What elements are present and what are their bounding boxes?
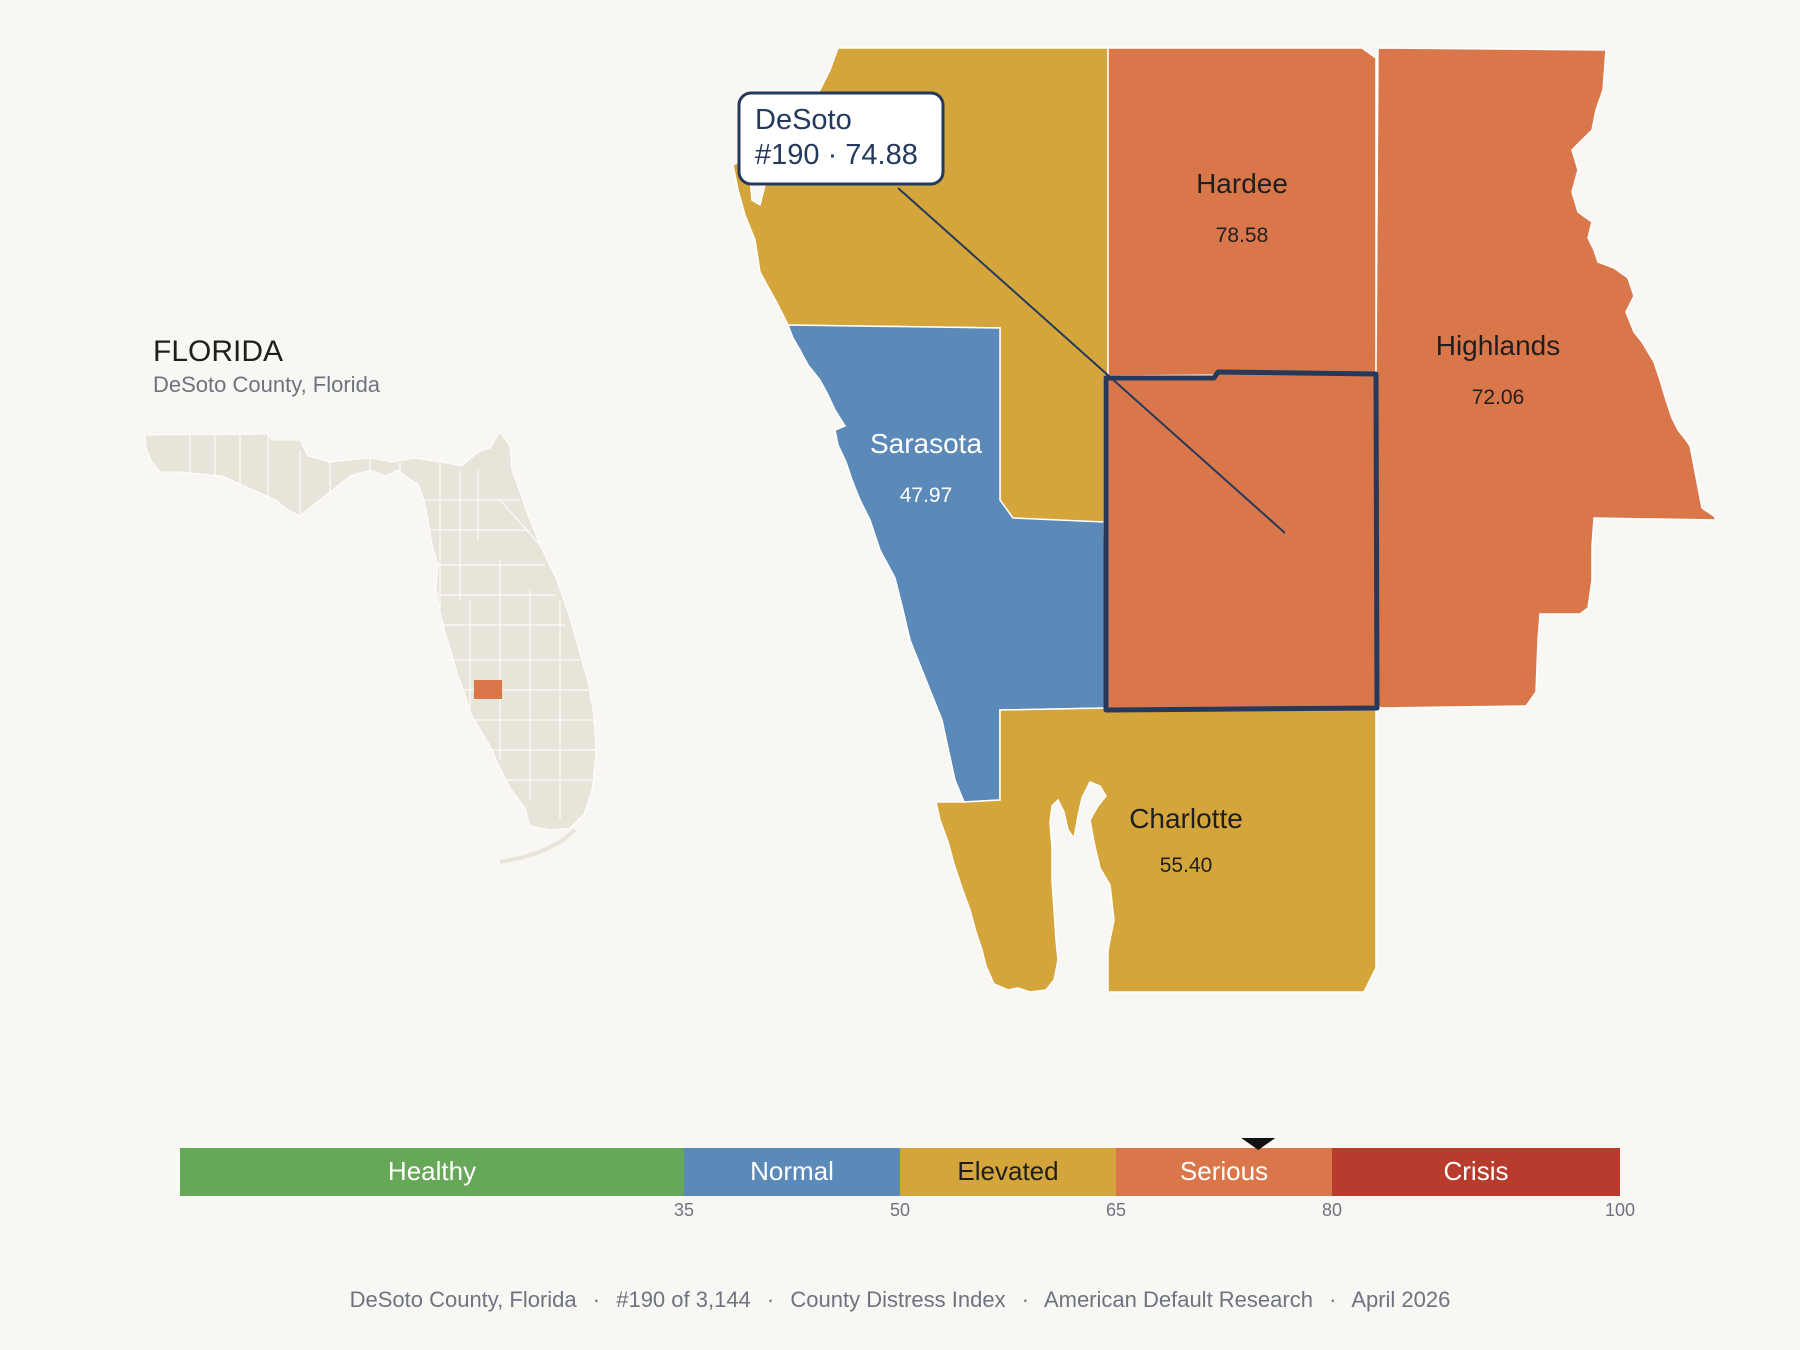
county-charlotte (935, 707, 1377, 993)
legend-tick: 35 (674, 1200, 694, 1220)
footer-org: American Default Research (1044, 1287, 1313, 1312)
county-hardee (1107, 47, 1377, 377)
distress-scale-legend: Healthy Normal Elevated Serious Crisis 35 50 65… (180, 1138, 1635, 1220)
label-hardee-name: Hardee (1196, 168, 1288, 199)
desoto-callout: DeSoto #190 · 74.88 (737, 91, 1286, 534)
legend-band-label-elevated: Elevated (957, 1156, 1058, 1186)
label-highlands-name: Highlands (1436, 330, 1561, 361)
legend-band-crisis (1332, 1148, 1620, 1196)
florida-outline (144, 431, 597, 831)
state-title: FLORIDA (153, 335, 283, 368)
legend-band-label-normal: Normal (750, 1156, 834, 1186)
legend-tick: 65 (1106, 1200, 1126, 1220)
legend-band-label-healthy: Healthy (388, 1156, 476, 1186)
label-sarasota-name: Sarasota (870, 428, 982, 459)
florida-keys (499, 828, 577, 864)
footer-sep-2: · (767, 1287, 774, 1312)
inset-subtitle: DeSoto County, Florida (153, 372, 381, 397)
footer-date: April 2026 (1351, 1287, 1450, 1312)
county-desoto (1103, 369, 1380, 713)
county-labels: Hardee 78.58 Highlands 72.06 Sarasota 47… (870, 168, 1560, 877)
regional-map (732, 47, 1718, 993)
inset-desoto-highlight (474, 680, 502, 699)
legend-tick: 100 (1605, 1200, 1635, 1220)
footer-sep-1: · (593, 1287, 600, 1312)
label-hardee-value: 78.58 (1216, 224, 1269, 247)
footer-sep-3: · (1022, 1287, 1029, 1312)
legend-band-serious (1116, 1148, 1332, 1196)
callout-rank-score: #190 · 74.88 (755, 139, 918, 171)
footer-index: County Distress Index (790, 1287, 1005, 1312)
footer-county: DeSoto County, Florida (350, 1287, 578, 1312)
label-sarasota-value: 47.97 (900, 484, 953, 507)
footer-credit: DeSoto County, Florida · #190 of 3,144 ·… (350, 1287, 1451, 1312)
callout-box (737, 91, 945, 186)
label-charlotte-value: 55.40 (1160, 854, 1213, 877)
legend-band-elevated (900, 1148, 1116, 1196)
legend-tick: 50 (890, 1200, 910, 1220)
label-highlands-value: 72.06 (1472, 386, 1525, 409)
callout-name: DeSoto (755, 104, 852, 136)
label-charlotte-name: Charlotte (1129, 803, 1243, 834)
footer-sep-4: · (1329, 1287, 1336, 1312)
legend-marker (1241, 1138, 1276, 1150)
county-highlands (1375, 47, 1718, 709)
legend-band-label-serious: Serious (1180, 1156, 1268, 1186)
legend-band-label-crisis: Crisis (1444, 1156, 1509, 1186)
callout-leader (897, 187, 1286, 534)
legend-tick: 80 (1322, 1200, 1342, 1220)
inset-county-lines (189, 434, 596, 820)
footer-rank: #190 of 3,144 (616, 1287, 751, 1312)
legend-band-normal (684, 1148, 900, 1196)
inset-map: FLORIDA DeSoto County, Florida (144, 335, 597, 864)
legend-band-healthy (180, 1148, 684, 1196)
